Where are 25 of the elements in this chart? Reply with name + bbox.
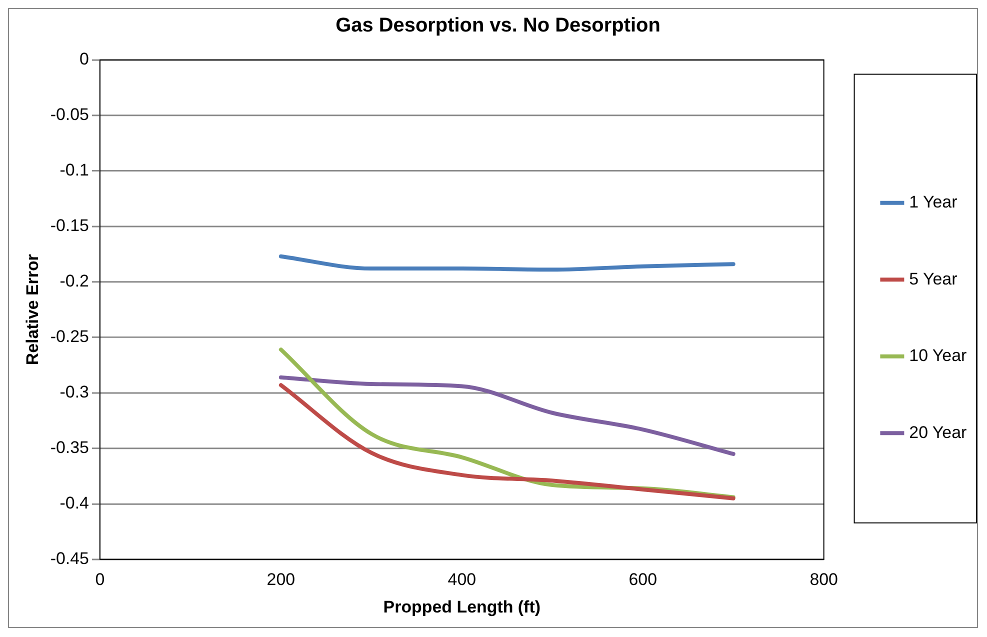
y-axis-title: Relative Error	[22, 254, 42, 366]
x-tick-label: 600	[628, 570, 658, 590]
y-tick-label: -0.15	[50, 216, 89, 236]
legend-label: 5 Year	[909, 269, 958, 288]
line-series	[278, 383, 736, 500]
y-tick-label: -0.35	[50, 438, 89, 458]
legend-label: 1 Year	[909, 192, 958, 212]
x-tick-label: 800	[810, 570, 838, 590]
chart-title: Gas Desorption vs. No Desorption	[336, 14, 660, 36]
y-tick-label: -0.45	[50, 549, 89, 568]
y-tick-label: -0.25	[50, 327, 89, 346]
legend-label: 10 Year	[909, 346, 968, 366]
x-tick-label: 200	[266, 570, 296, 590]
x-tick-label: 0	[95, 570, 105, 590]
y-tick-label: -0.2	[60, 272, 89, 291]
x-axis-title: Propped Length (ft)	[383, 598, 541, 617]
line-series	[278, 254, 736, 272]
x-tick-label: 400	[448, 570, 476, 590]
line-series	[278, 375, 736, 456]
y-tick-label: 0	[80, 50, 89, 69]
y-tick-label: -0.4	[60, 494, 89, 513]
legend-label: 20 Year	[909, 422, 968, 442]
y-tick-label: -0.05	[50, 105, 89, 124]
y-tick-label: -0.3	[60, 382, 89, 402]
y-tick-label: -0.1	[60, 160, 89, 180]
